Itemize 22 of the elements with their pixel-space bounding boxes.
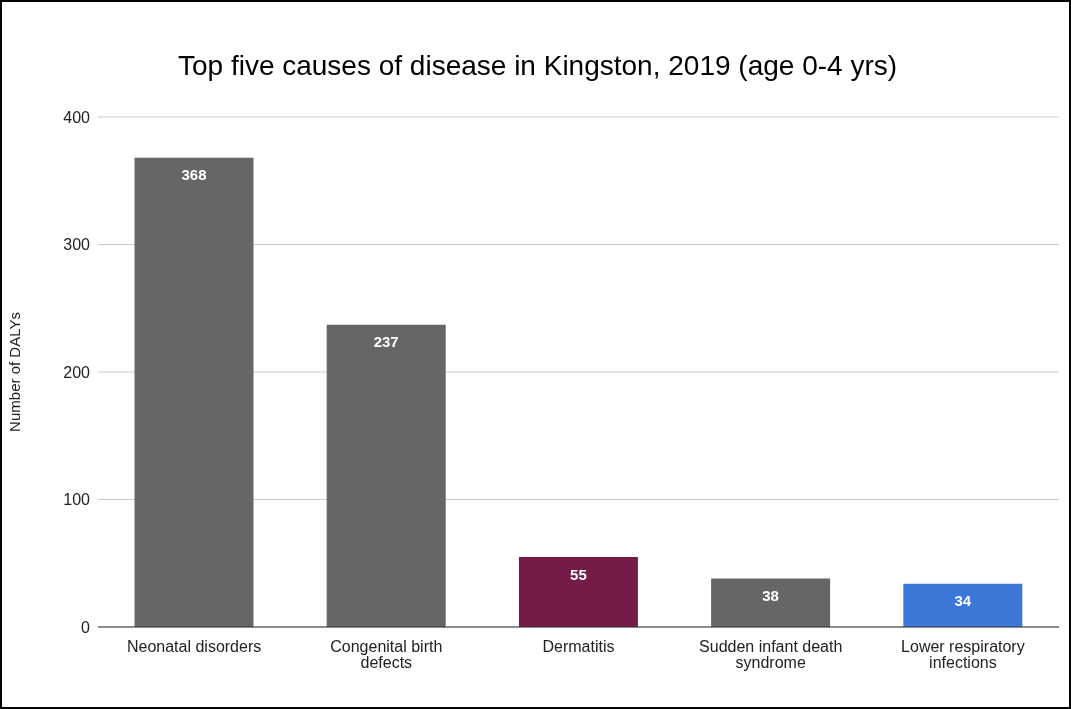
y-tick-label: 0 [81, 618, 91, 636]
bar [518, 556, 638, 627]
y-tick-label: 100 [63, 491, 91, 509]
bar [326, 324, 446, 627]
x-tick-label: Congenital birth defects [330, 638, 443, 672]
y-tick-label: 200 [63, 363, 91, 381]
data-label: 368 [181, 166, 207, 184]
x-tick-label: Lower respiratory infections [901, 638, 1025, 672]
chart-title: Top five causes of disease in Kingston, 2019 (age 0-4 yrs) [176, 50, 899, 82]
x-tick-label: Sudden infant death syndrome [699, 638, 843, 672]
bar [134, 157, 254, 627]
x-tick-label: Dermatitis [542, 638, 615, 656]
data-label: 237 [373, 333, 399, 351]
y-axis-title: Number of DALYs [6, 312, 24, 432]
bar [711, 578, 831, 627]
bar [903, 583, 1023, 627]
data-label: 38 [762, 587, 779, 605]
y-tick-label: 400 [63, 108, 91, 126]
y-tick-label: 300 [63, 236, 91, 254]
x-tick-label: Neonatal disorders [126, 638, 262, 656]
data-label: 55 [570, 565, 587, 583]
data-label: 34 [954, 592, 972, 610]
